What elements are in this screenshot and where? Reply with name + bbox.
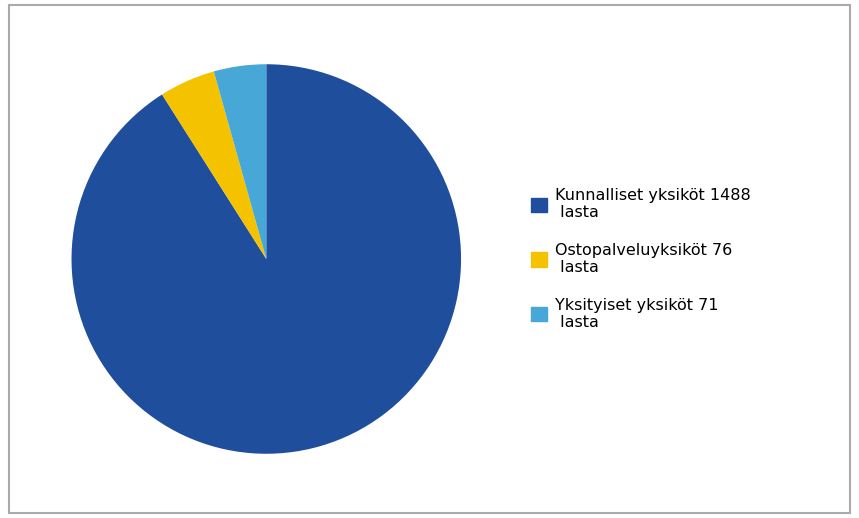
Wedge shape (214, 64, 266, 259)
Wedge shape (71, 64, 461, 454)
Legend: Kunnalliset yksiköt 1488
 lasta, Ostopalveluyksiköt 76
 lasta, Yksityiset yksikö: Kunnalliset yksiköt 1488 lasta, Ostopalv… (523, 180, 759, 338)
Wedge shape (162, 71, 266, 259)
